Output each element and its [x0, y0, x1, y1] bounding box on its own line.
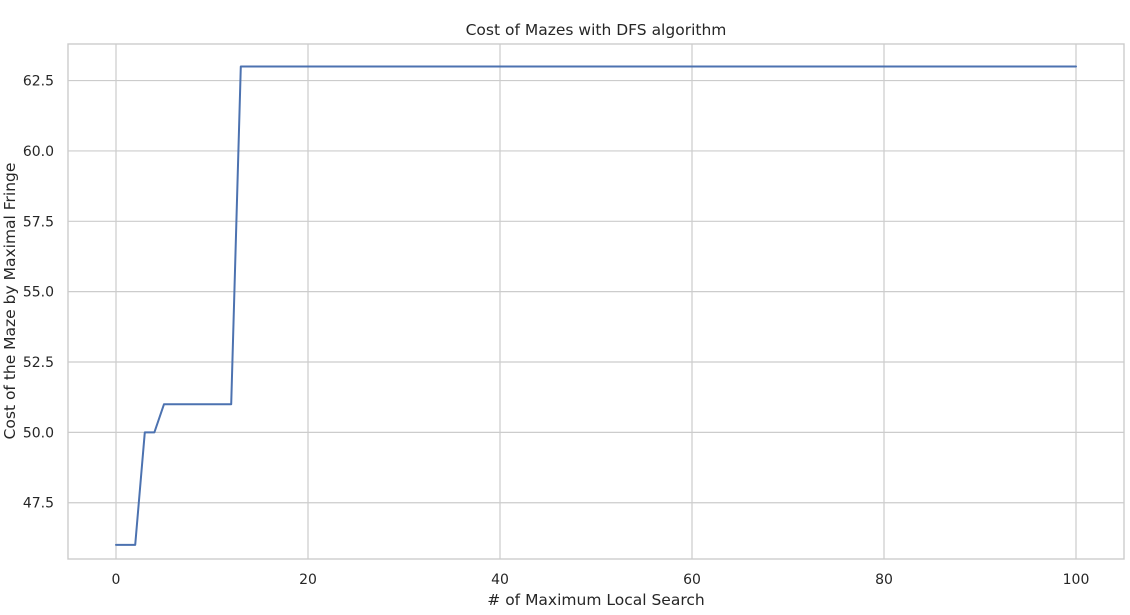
plot-frame	[67, 43, 1125, 560]
x-axis-label: # of Maximum Local Search	[487, 591, 704, 609]
x-tick-label: 80	[875, 572, 893, 588]
x-tick-label: 40	[491, 572, 509, 588]
y-tick-label: 50.0	[23, 425, 54, 441]
y-tick-label: 57.5	[23, 214, 54, 230]
y-tick-label: 60.0	[23, 144, 54, 160]
x-tick-label: 100	[1063, 572, 1090, 588]
y-tick-label: 62.5	[23, 74, 54, 90]
chart-title: Cost of Mazes with DFS algorithm	[466, 21, 727, 39]
x-tick-label: 60	[683, 572, 701, 588]
x-tick-label: 20	[299, 572, 317, 588]
x-tick-label: 0	[112, 572, 121, 588]
grid-layer	[68, 44, 1124, 559]
series-layer	[115, 65, 1077, 546]
y-tick-labels: 47.5 50.0 52.5 55.0 57.5 60.0 62.5	[23, 74, 54, 512]
y-tick-label: 55.0	[23, 285, 54, 301]
x-tick-labels: 0 20 40 60 80 100	[112, 572, 1090, 588]
y-tick-label: 47.5	[23, 496, 54, 512]
y-axis-label: Cost of the Maze by Maximal Fringe	[1, 163, 19, 440]
y-tick-label: 52.5	[23, 355, 54, 371]
series-line	[115, 65, 1077, 546]
